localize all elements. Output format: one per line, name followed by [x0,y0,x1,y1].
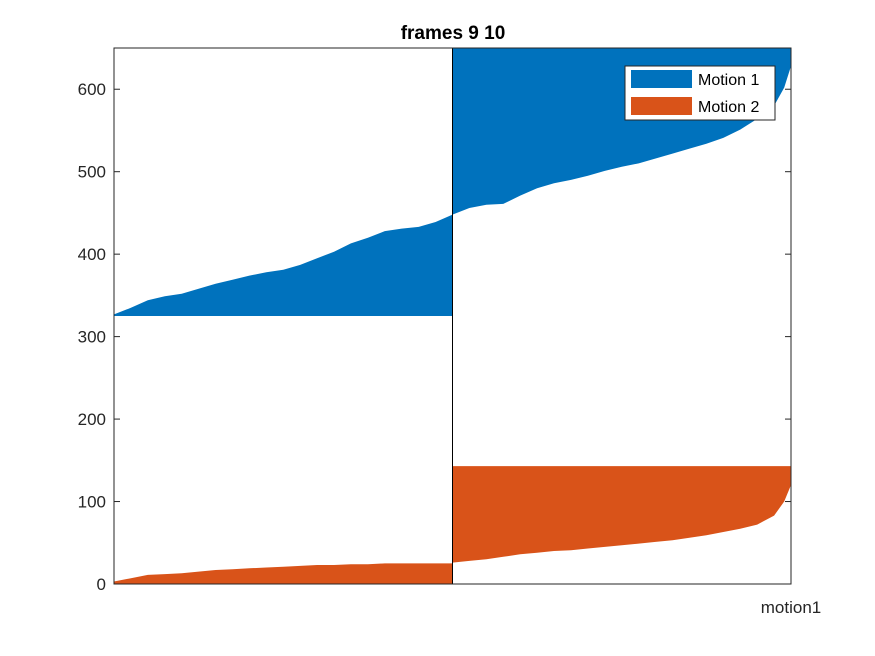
area-motion-2-column-2 [452,466,791,563]
y-tick-label-200: 200 [78,410,106,429]
legend-label-motion-2: Motion 2 [698,99,759,116]
y-tick-label-100: 100 [78,493,106,512]
legend-swatch-motion-2 [631,97,692,115]
y-tick-label-500: 500 [78,163,106,182]
x-tick-label-motion1: motion1 [761,598,821,617]
legend-label-motion-1: Motion 1 [698,72,759,89]
y-tick-label-300: 300 [78,328,106,347]
y-tick-label-600: 600 [78,80,106,99]
area-motion-1-column-1 [114,214,453,316]
chart-title: frames 9 10 [401,23,506,44]
y-tick-label-400: 400 [78,245,106,264]
legend-swatch-motion-1 [631,70,692,88]
axes-frame [113,47,792,585]
y-tick-label-0: 0 [97,575,106,594]
axes-layer: 0 100 200 300 400 500 600 [78,47,792,594]
area-motion-2-column-1 [114,563,453,584]
legend: Motion 1 Motion 2 [624,65,776,121]
